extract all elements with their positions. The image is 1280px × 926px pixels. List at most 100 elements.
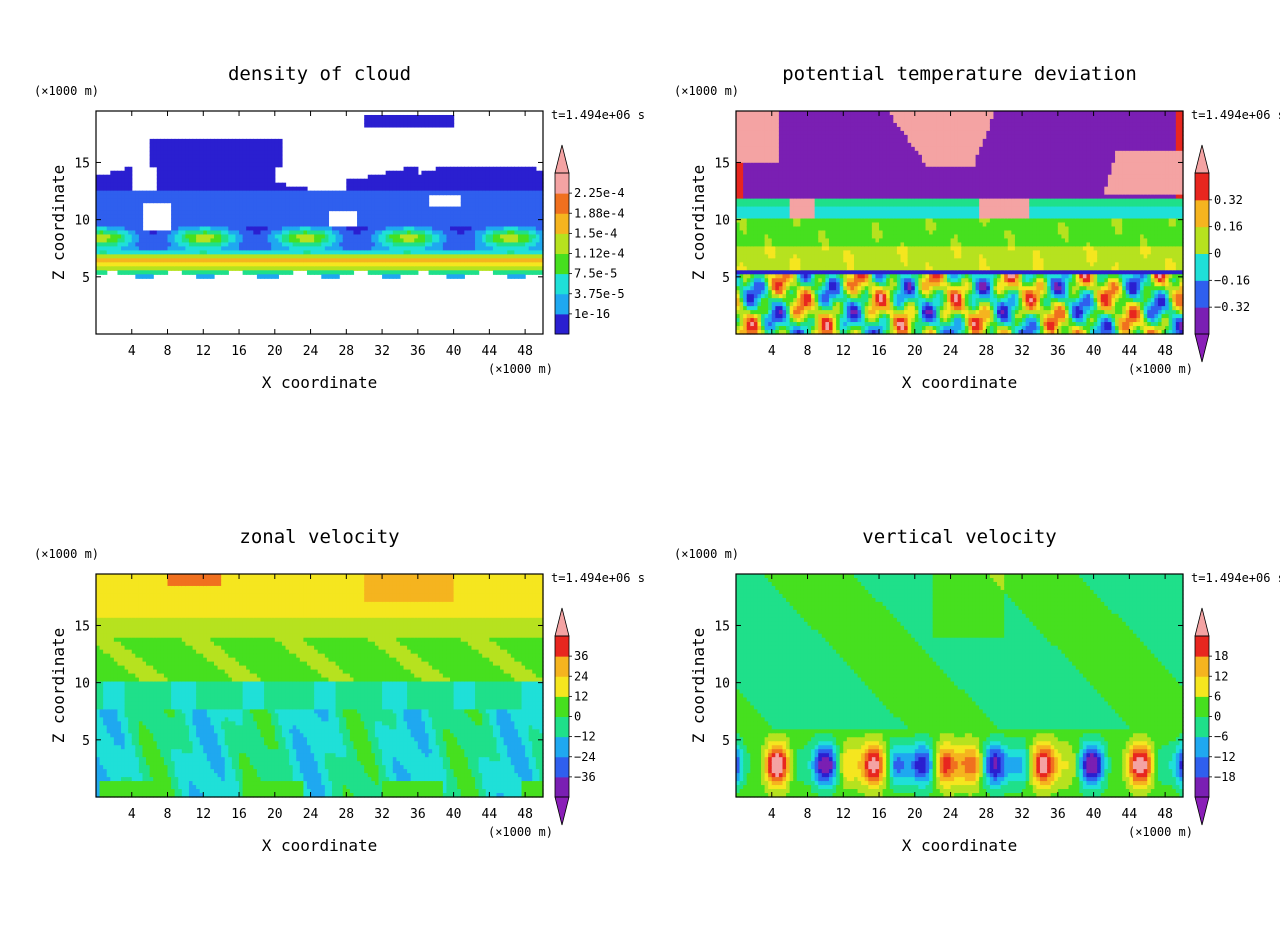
- field-cell: [328, 270, 333, 275]
- field-cell: [421, 190, 426, 196]
- field-cell: [807, 230, 812, 236]
- field-cell: [303, 194, 308, 200]
- field-cell: [446, 258, 451, 263]
- field-cell: [782, 262, 787, 267]
- field-cell: [407, 166, 412, 172]
- field-cell: [757, 274, 762, 279]
- field-cell: [138, 266, 144, 271]
- field-cell: [442, 214, 448, 220]
- field-cell: [814, 162, 819, 168]
- field-cell: [807, 158, 812, 164]
- field-cell: [246, 190, 251, 196]
- field-cell: [789, 270, 794, 275]
- field-cell: [821, 274, 826, 279]
- field-cell: [739, 226, 744, 232]
- field-cell: [807, 122, 812, 128]
- field-cell: [750, 278, 755, 283]
- field-cell: [117, 238, 122, 244]
- field-cell: [764, 234, 769, 240]
- field-cell: [328, 262, 333, 267]
- field-cell: [778, 174, 784, 180]
- field-cell: [503, 206, 508, 212]
- field-cell: [117, 222, 122, 228]
- field-cell: [124, 182, 129, 188]
- field-cell: [353, 230, 358, 236]
- field-cell: [768, 310, 773, 315]
- field-cell: [464, 258, 469, 263]
- field-cell: [768, 322, 773, 327]
- field-cell: [289, 270, 294, 275]
- field-cell: [793, 266, 798, 271]
- field-cell: [782, 126, 787, 132]
- field-cell: [357, 234, 362, 240]
- field-cell: [321, 246, 326, 251]
- field-cell: [750, 150, 755, 156]
- field-cell: [206, 266, 212, 271]
- field-cell: [475, 202, 480, 208]
- field-cell: [796, 218, 801, 224]
- field-cell: [786, 234, 791, 240]
- field-cell: [156, 166, 161, 172]
- field-cell: [231, 150, 237, 156]
- field-cell: [821, 254, 826, 259]
- field-cell: [814, 166, 819, 172]
- field-cell: [113, 238, 119, 244]
- field-cell: [317, 254, 322, 259]
- field-cell: [289, 226, 294, 232]
- field-cell: [185, 254, 190, 259]
- field-cell: [96, 230, 101, 236]
- field-cell: [278, 238, 283, 244]
- field-cell: [317, 262, 322, 267]
- field-cell: [525, 166, 530, 172]
- field-cell: [228, 166, 233, 172]
- field-cell: [764, 270, 769, 275]
- field-cell: [818, 111, 823, 116]
- field-cell: [214, 270, 219, 275]
- field-cell: [739, 230, 744, 236]
- field-cell: [761, 234, 766, 240]
- field-cell: [496, 254, 501, 259]
- field-cell: [796, 194, 801, 200]
- field-cell: [521, 258, 526, 263]
- field-cell: [392, 218, 397, 224]
- field-cell: [185, 158, 190, 164]
- field-cell: [249, 218, 254, 224]
- field-cell: [349, 262, 355, 267]
- field-cell: [803, 114, 809, 120]
- field-cell: [113, 218, 119, 224]
- field-cell: [482, 178, 487, 184]
- field-cell: [142, 270, 147, 275]
- field-cell: [346, 190, 351, 196]
- field-cell: [185, 146, 190, 152]
- field-cell: [786, 214, 791, 220]
- field-cell: [410, 182, 415, 188]
- field-cell: [807, 274, 812, 279]
- field-cell: [510, 202, 515, 208]
- field-cell: [435, 238, 440, 244]
- field-cell: [196, 170, 201, 176]
- field-cell: [267, 238, 272, 244]
- field-cell: [825, 182, 830, 188]
- field-cell: [142, 250, 147, 255]
- field-cell: [113, 178, 119, 184]
- field-cell: [113, 262, 119, 267]
- field-cell: [811, 126, 816, 132]
- field-cell: [743, 298, 748, 303]
- field-cell: [188, 202, 194, 208]
- field-cell: [314, 234, 319, 240]
- field-cell: [99, 230, 104, 236]
- field-cell: [525, 210, 530, 216]
- field-cell: [131, 198, 136, 204]
- field-cell: [206, 182, 212, 188]
- field-cell: [807, 302, 812, 307]
- field-cell: [793, 126, 798, 132]
- field-cell: [761, 146, 766, 152]
- field-cell: [389, 254, 394, 259]
- field-cell: [771, 314, 776, 319]
- field-cell: [825, 118, 830, 124]
- field-cell: [743, 314, 748, 319]
- field-cell: [389, 258, 394, 263]
- field-cell: [260, 218, 265, 224]
- field-cell: [317, 210, 322, 216]
- field-cell: [539, 270, 544, 275]
